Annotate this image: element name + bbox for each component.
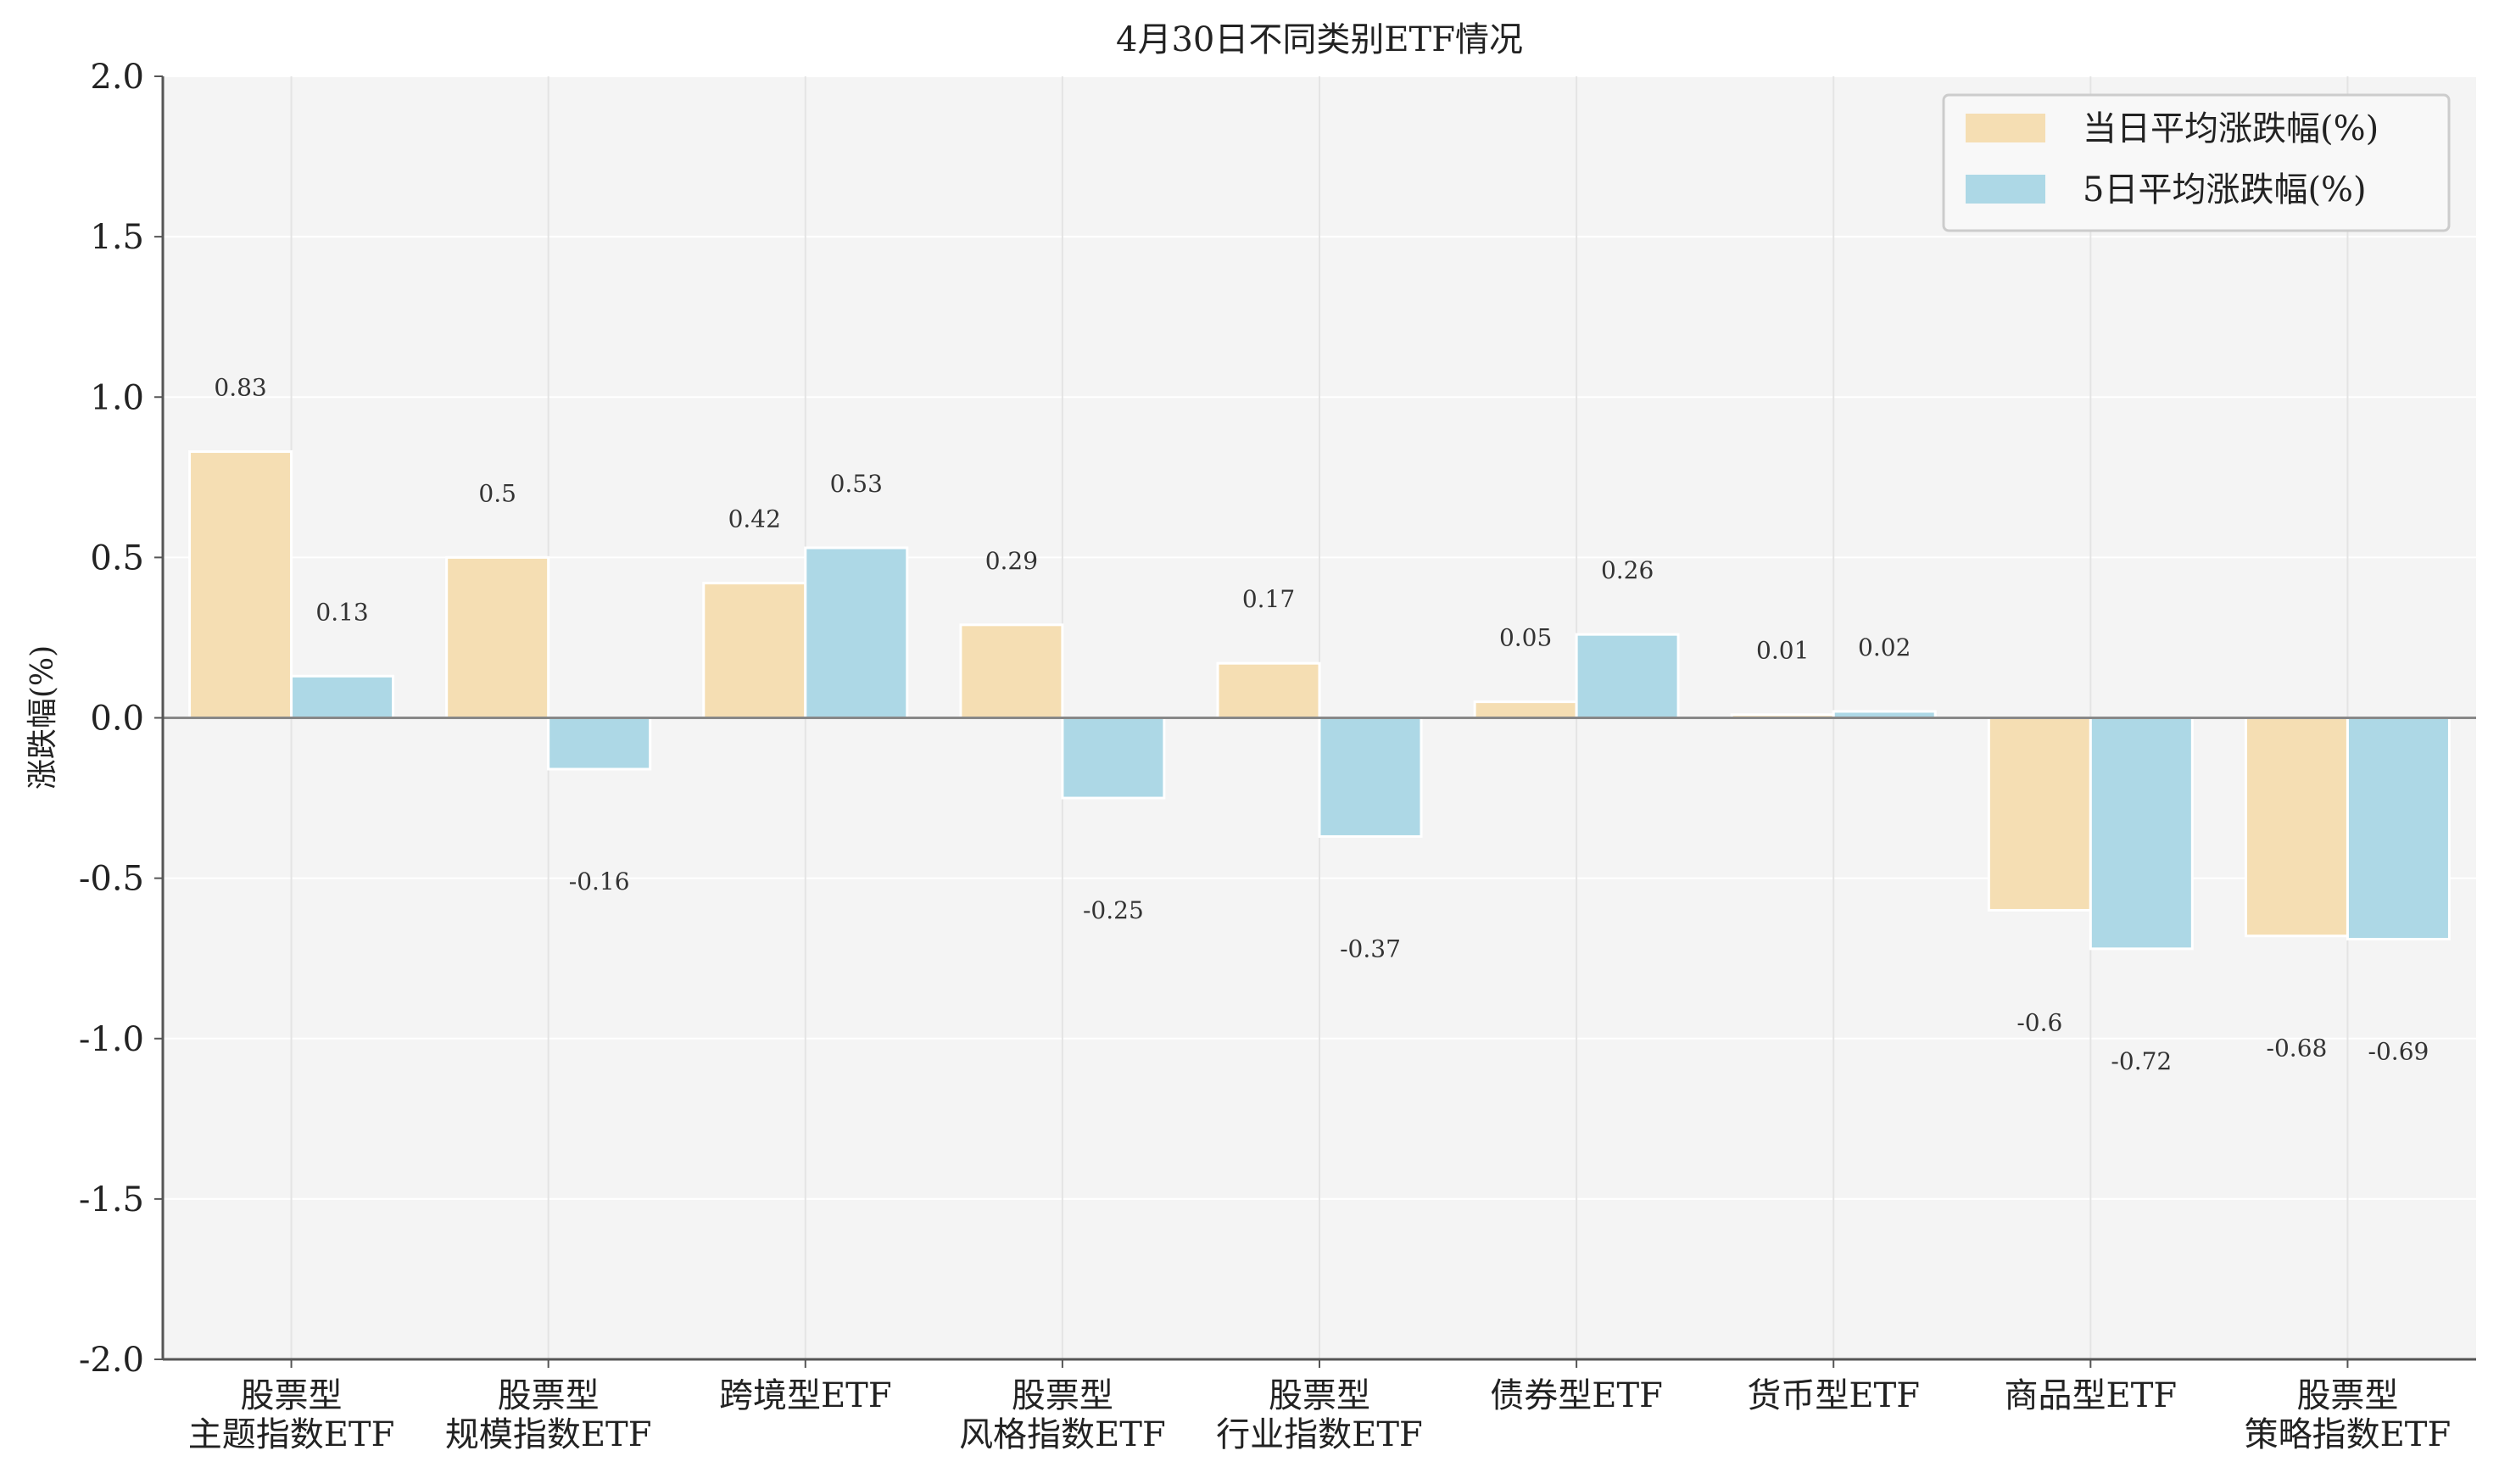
legend: 当日平均涨跌幅(%) 5日平均涨跌幅(%): [1942, 93, 2451, 232]
bar-5day: [1061, 717, 1166, 800]
data-label-5day: -0.69: [2368, 1037, 2429, 1065]
x-tick-label: 货币型ETF: [1747, 1376, 1920, 1415]
bar-5day: [804, 546, 909, 720]
data-label-5day: -0.37: [1340, 934, 1401, 962]
data-label-daily: 0.5: [478, 479, 516, 507]
y-tick-label: -2.0: [79, 1341, 144, 1380]
data-label-daily: 0.29: [985, 547, 1038, 575]
x-tick-label: 商品型ETF: [2005, 1376, 2178, 1415]
legend-box: [1942, 93, 2451, 232]
x-tick-label: 行业指数ETF: [1216, 1415, 1423, 1454]
data-label-5day: 0.02: [1858, 633, 1911, 661]
data-label-daily: 0.05: [1499, 624, 1552, 652]
x-tick-label: 主题指数ETF: [188, 1415, 395, 1454]
bar-daily: [188, 450, 293, 719]
legend-label-daily: 当日平均涨跌幅(%): [2083, 109, 2379, 148]
bar-daily: [959, 623, 1064, 719]
y-axis-label: 涨跌幅(%): [25, 645, 60, 789]
data-label-daily: 0.83: [214, 374, 266, 402]
y-tick-label: 0.5: [90, 538, 144, 577]
bar-5day: [2089, 717, 2194, 951]
data-label-daily: 0.42: [728, 505, 781, 533]
x-tick-label: 跨境型ETF: [719, 1376, 892, 1415]
y-tick-label: -0.5: [79, 860, 144, 899]
x-tick-label: 股票型: [498, 1376, 600, 1415]
x-tick-label: 策略指数ETF: [2245, 1415, 2452, 1454]
bar-5day: [290, 674, 395, 720]
bar-daily: [702, 582, 807, 720]
bars: [188, 450, 2451, 951]
x-tick-label: 股票型: [241, 1376, 343, 1415]
data-label-5day: -0.25: [1083, 896, 1144, 924]
x-tick-label: 股票型: [1269, 1376, 1370, 1415]
data-label-daily: -0.6: [2016, 1008, 2062, 1036]
y-tick-label: 0.0: [90, 700, 144, 739]
legend-swatch-daily: [1966, 114, 2045, 142]
data-label-daily: 0.17: [1242, 585, 1295, 613]
x-tick-label: 债券型ETF: [1490, 1376, 1663, 1415]
x-tick-label: 股票型: [2296, 1376, 2398, 1415]
data-label-5day: 0.53: [830, 470, 883, 498]
data-label-5day: 0.13: [315, 598, 368, 626]
y-tick-label: 1.5: [90, 218, 144, 257]
data-label-5day: -0.16: [569, 868, 630, 895]
y-tick-label: 1.0: [90, 378, 144, 417]
legend-swatch-5day: [1966, 175, 2045, 204]
legend-label-5day: 5日平均涨跌幅(%): [2083, 170, 2367, 209]
y-tick-label: -1.5: [79, 1180, 144, 1219]
bar-5day: [2346, 717, 2451, 940]
bar-daily: [2244, 717, 2349, 938]
bar-5day: [1318, 717, 1423, 838]
bar-daily: [1216, 661, 1321, 720]
data-label-daily: -0.68: [2267, 1035, 2328, 1063]
bar-5day: [1575, 633, 1680, 720]
data-label-daily: 0.01: [1756, 637, 1809, 665]
bar-daily: [1473, 700, 1578, 720]
bar-daily: [1987, 717, 2092, 912]
y-tick-label: 2.0: [90, 58, 144, 97]
x-tick-label: 股票型: [1012, 1376, 1113, 1415]
data-labels: 0.83 0.5 0.42 0.29 0.17 0.05 0.01 -0.6 -0.68 0.13…: [214, 374, 2429, 1075]
data-label-5day: 0.26: [1601, 556, 1654, 584]
y-tick-label: -1.0: [79, 1020, 144, 1059]
bar-daily: [445, 555, 550, 719]
x-tick-label: 规模指数ETF: [445, 1415, 652, 1454]
tick-labels: 2.01.51.00.50.0-0.5-1.0-1.5-2.0股票型主题指数ET…: [79, 58, 2451, 1454]
axes: [154, 75, 2476, 1368]
data-label-5day: -0.72: [2111, 1047, 2172, 1075]
x-tick-label: 风格指数ETF: [959, 1415, 1166, 1454]
chart-title: 4月30日不同类别ETF情况: [1116, 20, 1523, 59]
bar-5day: [547, 717, 652, 771]
